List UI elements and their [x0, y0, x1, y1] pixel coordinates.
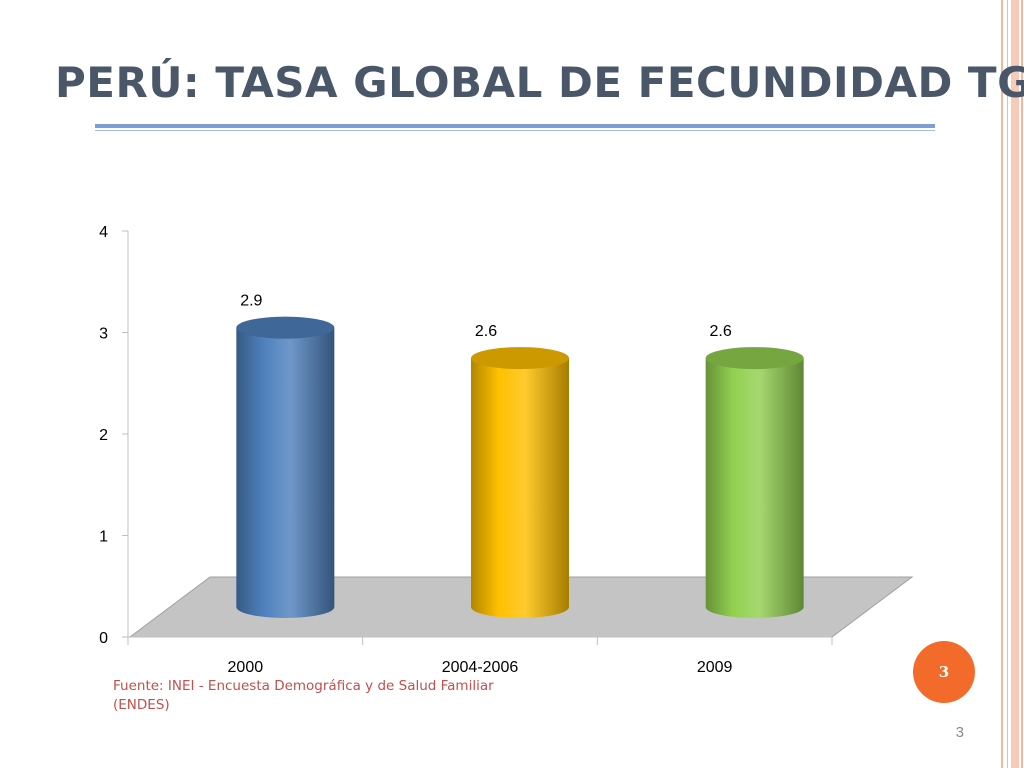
page-title: PERÚ: TASA GLOBAL DE FECUNDIDAD TGF: [55, 58, 1024, 107]
y-tick-label: 4: [99, 224, 108, 241]
bar-top: [705, 347, 804, 370]
bar: [705, 358, 804, 618]
frame-line: [1007, 0, 1008, 768]
source-note: Fuente: INEI - Encuesta Demográfica y de…: [113, 678, 494, 713]
x-tick-label: 2009: [697, 659, 733, 676]
data-label: 2.6: [710, 323, 732, 340]
x-tick-label: 2004-2006: [442, 659, 519, 676]
frame-line: [1021, 0, 1023, 768]
y-tick-label: 2: [99, 427, 108, 444]
y-tick-label: 1: [99, 529, 108, 546]
bar-top: [471, 347, 569, 370]
x-tick-label: 2000: [228, 659, 264, 676]
slide-number-badge: 3: [913, 641, 975, 703]
bar-top: [236, 316, 335, 339]
title-underline: [95, 124, 935, 128]
frame-line: [1001, 0, 1003, 768]
bar: [471, 358, 569, 618]
frame-band: [1011, 0, 1019, 768]
bar: [236, 327, 335, 619]
data-label: 2.9: [240, 293, 262, 310]
page-number: 3: [955, 724, 964, 741]
y-tick-label: 0: [99, 630, 108, 647]
data-label: 2.6: [475, 323, 497, 340]
y-tick-label: 3: [99, 326, 108, 343]
title-underline-thin: [95, 130, 935, 131]
